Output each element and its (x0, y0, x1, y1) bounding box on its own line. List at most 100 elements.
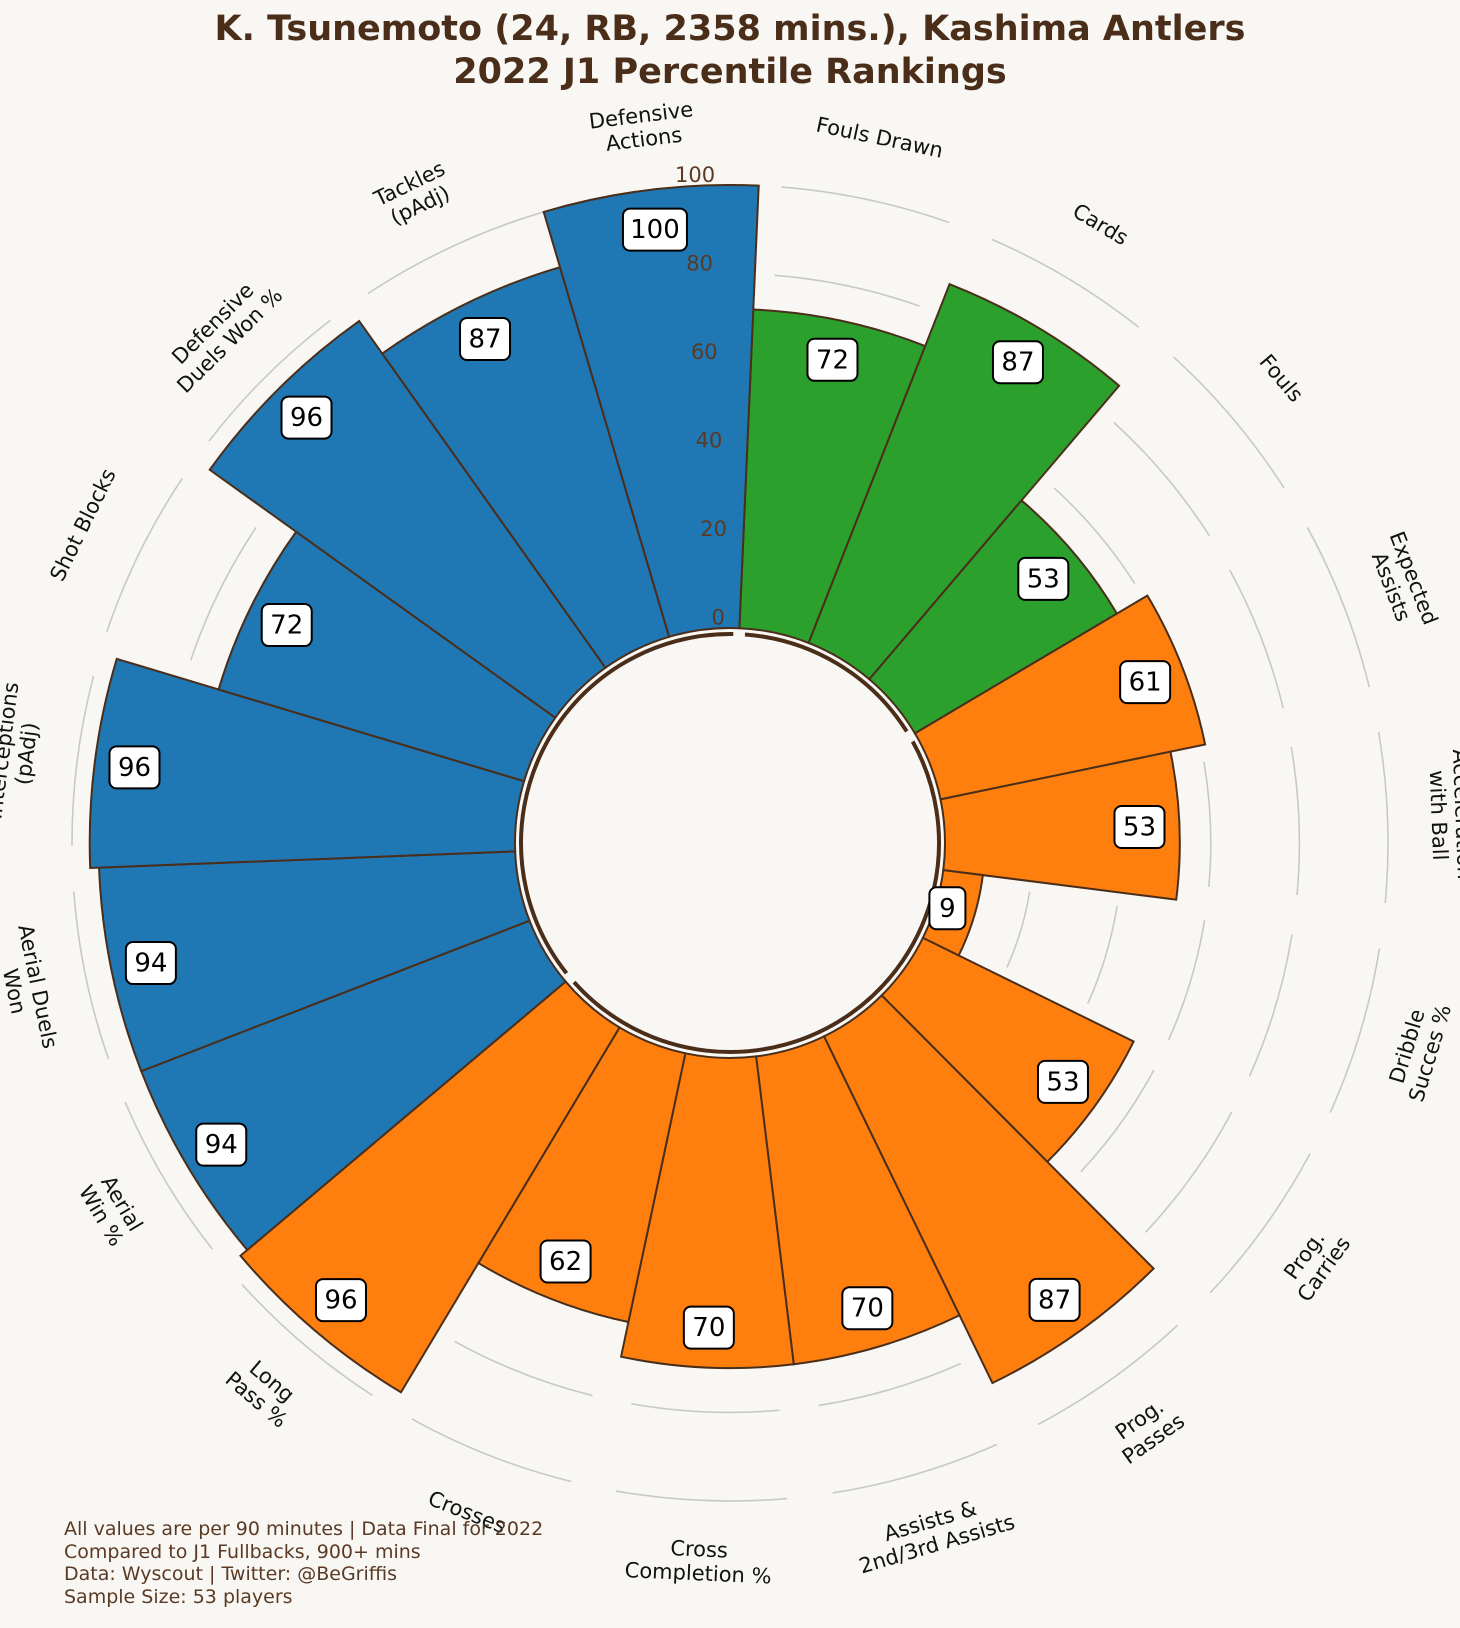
value-label: 53 (1113, 805, 1166, 850)
gridline-arc (1006, 891, 1031, 968)
gridline-arc (73, 891, 110, 1060)
value-label-text: 53 (1046, 1067, 1079, 1097)
value-label: 72 (806, 337, 859, 382)
bar (98, 850, 531, 1073)
gridline-arc (454, 1340, 593, 1397)
gridline-arc (124, 1101, 214, 1250)
value-label: 9 (928, 886, 967, 931)
radial-tick-label: 80 (686, 251, 713, 275)
footer-line-2: Compared to J1 Fullbacks, 900+ mins (64, 1540, 421, 1563)
category-label-line: Cross (670, 1536, 729, 1562)
bar (88, 657, 526, 870)
value-label-text: 72 (816, 345, 849, 375)
bar (542, 184, 760, 639)
value-label-text: 53 (1027, 564, 1060, 594)
category-label: Shot Blocks (45, 465, 120, 585)
chart-title-line-1: K. Tsunemoto (24, RB, 2358 mins.), Kashi… (214, 9, 1246, 49)
gridline-arc (781, 186, 950, 224)
value-label-text: 53 (1123, 813, 1156, 843)
value-label: 94 (124, 941, 177, 986)
bar (477, 1026, 687, 1324)
gridline-arc (1080, 1069, 1155, 1173)
value-label-text: 72 (270, 611, 303, 641)
value-label: 70 (841, 1286, 894, 1331)
value-label-box (1036, 1059, 1089, 1104)
gridline-arc (1203, 761, 1212, 887)
bar (738, 308, 927, 645)
footer-notes: All values are per 90 minutes | Data Fin… (64, 1518, 543, 1608)
gridline-arc (1087, 905, 1118, 1004)
value-label-box (928, 886, 967, 931)
value-label: 94 (195, 1122, 248, 1167)
radial-tick-label: 40 (696, 428, 723, 452)
gridline-arc (208, 319, 331, 442)
value-label-text: 70 (851, 1294, 884, 1324)
group-arc (744, 632, 909, 733)
radial-tick-label: 100 (675, 163, 715, 187)
gridline-arc (1329, 948, 1381, 1113)
value-label-box (459, 316, 512, 361)
value-label-box (1017, 556, 1070, 601)
footer-line-3: Data: Wyscout | Twitter: @BeGriffis (64, 1563, 398, 1585)
value-label: 87 (459, 316, 512, 361)
value-label-box (621, 207, 688, 252)
value-label-text: 94 (134, 949, 167, 979)
gridline-arc (1306, 527, 1371, 688)
value-label: 70 (682, 1305, 735, 1350)
value-label: 87 (1028, 1277, 1081, 1322)
value-label-text: 96 (324, 1286, 357, 1316)
value-label: 96 (108, 745, 161, 790)
value-label-box (841, 1286, 894, 1331)
value-label-box (314, 1278, 367, 1323)
category-label-line: Cards (1069, 199, 1133, 250)
value-label-box (280, 395, 333, 440)
value-label-box (991, 340, 1044, 385)
value-label-text: 96 (290, 403, 323, 433)
gridline-arc (241, 1283, 373, 1397)
value-label: 72 (260, 603, 313, 648)
radial-tick-label: 0 (712, 605, 725, 629)
gridline-arc (189, 526, 257, 661)
value-label: 96 (280, 395, 333, 440)
radial-tick-label: 60 (691, 340, 718, 364)
value-label: 61 (1119, 660, 1172, 705)
value-label: 87 (991, 340, 1044, 385)
bar (754, 1035, 961, 1366)
category-label-line: with Ball (1425, 770, 1453, 861)
group-arc (572, 740, 941, 1054)
value-label-text: 87 (1038, 1285, 1071, 1315)
chart-title: K. Tsunemoto (24, RB, 2358 mins.), Kashi… (0, 8, 1460, 94)
value-label: 53 (1036, 1059, 1089, 1104)
category-label-line: Shot Blocks (45, 465, 120, 585)
value-label-text: 96 (118, 753, 151, 783)
value-label-box (1119, 660, 1172, 705)
category-label: Interceptions(pAdj) (0, 681, 43, 821)
group-arcs-layer (519, 632, 941, 1054)
gridline-arc (615, 1490, 788, 1502)
bar (380, 265, 671, 670)
gridline-arc (1290, 746, 1301, 896)
gridline-arc (411, 1418, 572, 1483)
value-label-text: 70 (692, 1313, 725, 1343)
value-label-text: 62 (549, 1247, 582, 1277)
value-label: 96 (314, 1278, 367, 1323)
value-label: 62 (539, 1239, 592, 1284)
category-label: Fouls (1255, 350, 1308, 407)
value-label-text: 87 (468, 324, 501, 354)
value-label-box (1028, 1277, 1081, 1322)
gridline-arc (1167, 920, 1206, 1041)
value-label-box (260, 603, 313, 648)
bar (619, 1052, 795, 1370)
gridline-arc (106, 477, 183, 633)
gridline-arc (1144, 1111, 1233, 1233)
value-labels-layer: 72 87 53 61 53 9 53 87 70 70 62 96 94 94 96 72 96 87 100 (108, 207, 1172, 1350)
bar (880, 936, 1135, 1164)
